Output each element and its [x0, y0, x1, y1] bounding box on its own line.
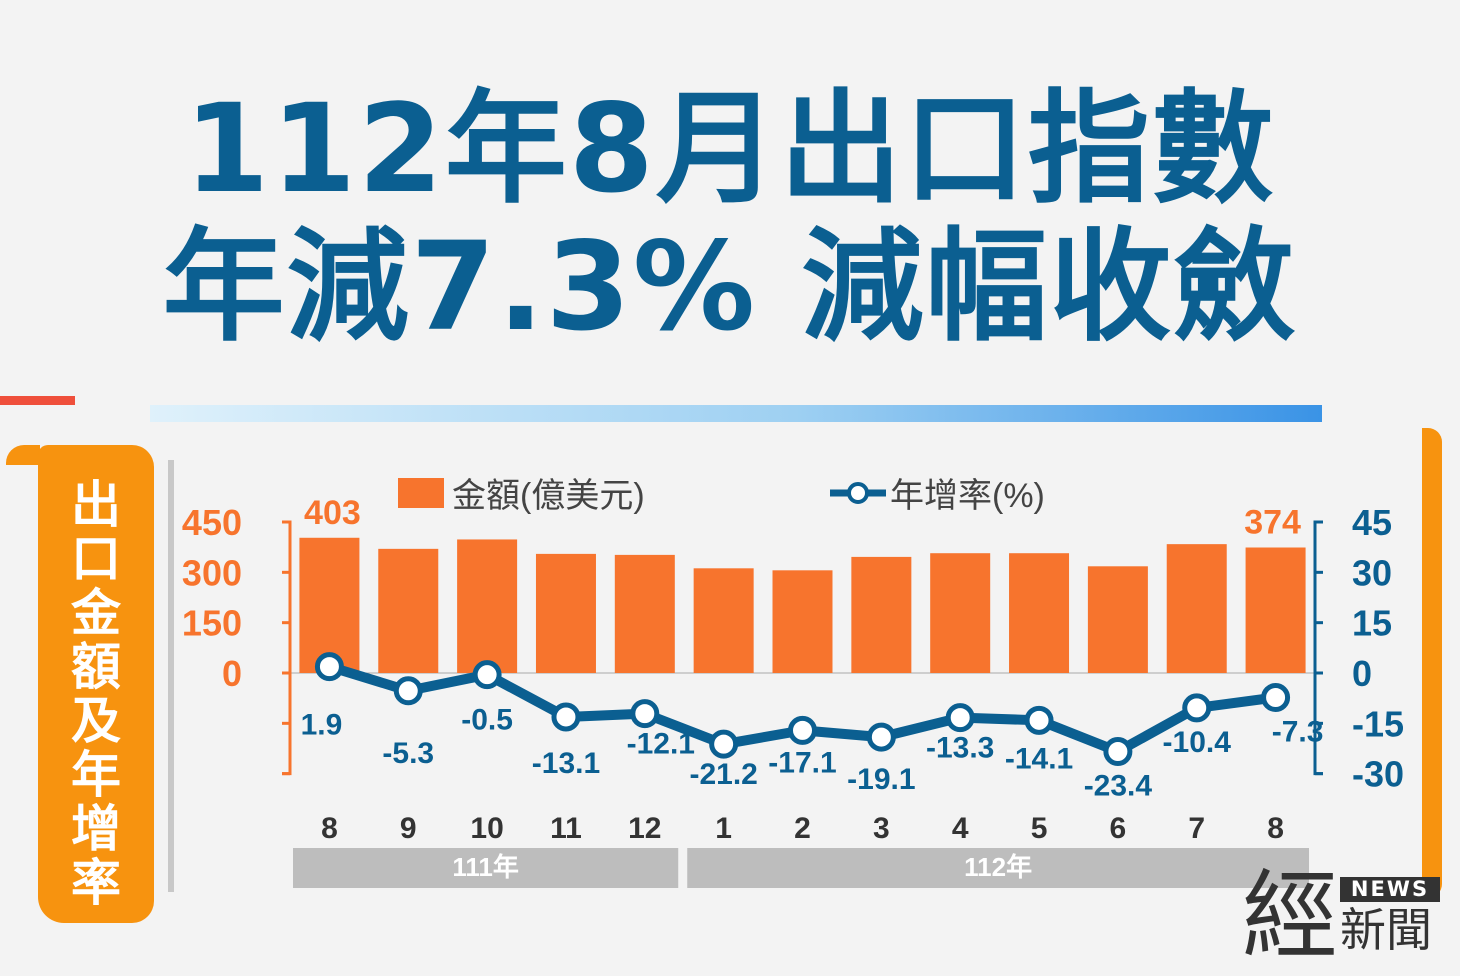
growth-value-label: -13.3: [926, 732, 994, 765]
x-axis-label: 9: [400, 812, 417, 845]
year-group-box: [293, 848, 679, 888]
x-axis-label: 10: [470, 812, 503, 845]
left-axis-label: 300: [182, 552, 242, 593]
growth-point: [630, 699, 660, 729]
right-axis-label: 45: [1352, 502, 1392, 543]
right-axis-label: 0: [1352, 653, 1372, 694]
x-axis-label: 5: [1031, 812, 1048, 845]
right-axis-label: -15: [1352, 703, 1404, 744]
bar: [299, 537, 360, 673]
headline-line-1: 112年8月出口指數: [184, 78, 1276, 220]
growth-point: [1024, 705, 1054, 735]
growth-value-label: -23.4: [1084, 770, 1153, 803]
bar: [693, 568, 754, 673]
legend-bar-swatch: [398, 478, 444, 508]
bar: [1087, 566, 1148, 673]
logo-mark: 經: [1242, 860, 1338, 972]
bar: [378, 548, 439, 673]
x-axis-label: 6: [1110, 812, 1127, 845]
x-axis-label: 7: [1188, 812, 1205, 845]
growth-point: [709, 729, 739, 759]
x-axis-label: 8: [1267, 812, 1284, 845]
bar: [614, 554, 675, 673]
growth-value-label: -0.5: [461, 704, 513, 737]
growth-point: [945, 703, 975, 733]
year-group-box: [687, 848, 1309, 888]
bar: [930, 553, 991, 673]
growth-value-label: -17.1: [768, 746, 836, 779]
bar: [1166, 544, 1227, 673]
left-axis-label: 450: [182, 502, 242, 543]
x-axis-label: 12: [628, 812, 661, 845]
right-axis-label: 15: [1352, 603, 1392, 644]
growth-value-label: -14.1: [1005, 742, 1073, 775]
x-axis-label: 3: [873, 812, 890, 845]
growth-point: [1182, 693, 1212, 723]
growth-point: [866, 722, 896, 752]
growth-value-label: -12.1: [627, 728, 695, 761]
logo-text: 新聞: [1340, 903, 1432, 957]
side-tab: [38, 445, 154, 923]
growth-point: [314, 652, 344, 682]
bar: [851, 556, 912, 673]
legend-bar-label: 金額(億美元): [452, 477, 645, 515]
left-axis-label: 0: [222, 653, 242, 694]
growth-point: [788, 715, 817, 745]
legend-line-label: 年增率(%): [890, 477, 1045, 515]
year-group-label: 112年: [964, 852, 1032, 882]
bar: [1245, 547, 1306, 673]
left-rule: [168, 460, 174, 892]
growth-value-label: -5.3: [382, 737, 434, 770]
x-axis-label: 11: [550, 812, 582, 845]
bar: [457, 539, 518, 673]
year-group-label: 111年: [452, 852, 519, 882]
bar-value-label: 403: [304, 494, 361, 532]
bar: [1009, 553, 1070, 673]
right-stripe: [1422, 428, 1442, 898]
growth-point: [472, 660, 502, 690]
legend-line-marker: [847, 482, 869, 504]
bar-value-label: 374: [1244, 504, 1301, 542]
x-axis-label: 4: [952, 812, 969, 845]
x-axis-label: 8: [321, 812, 338, 845]
left-axis: [282, 520, 292, 776]
growth-point: [1103, 737, 1133, 767]
logo-news-badge: NEWS: [1340, 877, 1440, 902]
growth-value-label: 1.9: [301, 709, 343, 742]
right-axis-label: -30: [1352, 754, 1404, 795]
growth-point: [551, 702, 581, 732]
growth-value-label: -7.3: [1272, 715, 1324, 748]
left-axis-label: 150: [182, 603, 242, 644]
accent-dash: [0, 396, 75, 405]
headline-line-2: 年減7.3% 減幅收斂: [162, 216, 1298, 358]
x-axis-label: 1: [715, 812, 732, 845]
growth-point: [1261, 682, 1291, 712]
side-label: 出 口 金 額 及 年 增 率: [71, 476, 121, 912]
bar: [772, 570, 833, 673]
growth-point: [393, 676, 423, 706]
x-axis-label: 2: [794, 812, 811, 845]
side-tab-fold: [6, 445, 40, 465]
growth-value-label: -13.1: [532, 747, 600, 780]
bar: [535, 553, 596, 673]
gradient-divider: [150, 405, 1322, 422]
growth-value-label: -10.4: [1163, 726, 1232, 759]
growth-value-label: -21.2: [689, 758, 757, 791]
right-axis-label: 30: [1352, 552, 1392, 593]
growth-value-label: -19.1: [847, 763, 915, 796]
